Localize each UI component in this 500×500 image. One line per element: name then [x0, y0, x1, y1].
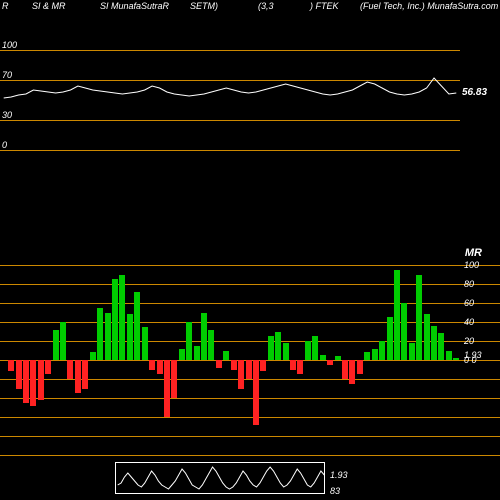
mr-bar — [349, 360, 355, 384]
mr-bar — [82, 360, 88, 389]
mr-bar — [327, 360, 333, 365]
grid-line — [0, 455, 500, 456]
mr-bar — [171, 360, 177, 398]
header-text: ) FTEK — [310, 1, 339, 11]
mr-bar — [305, 341, 311, 360]
mr-bar — [342, 360, 348, 379]
y-axis-label: 60 — [464, 298, 474, 308]
mr-bar — [30, 360, 36, 406]
mr-bar — [8, 360, 14, 371]
mr-bar — [186, 322, 192, 360]
rsi-line-chart — [0, 50, 460, 150]
mr-bar — [283, 343, 289, 360]
mr-bar — [312, 336, 318, 360]
mr-title: MR — [465, 247, 482, 259]
mr-bar — [335, 356, 341, 360]
mr-bar — [394, 270, 400, 360]
mr-bar — [431, 326, 437, 360]
summary-label: 83 — [330, 486, 340, 496]
mr-bar — [424, 314, 430, 360]
mr-bar — [387, 317, 393, 360]
chart-header: R SI & MR SI MunafaSutraR SETM) (3,3 ) FTEK (F… — [0, 0, 500, 14]
mr-bar — [260, 360, 266, 371]
header-text: (3,3 — [258, 1, 274, 11]
mr-bar — [364, 352, 370, 360]
mr-bar — [119, 275, 125, 361]
mr-bar — [297, 360, 303, 374]
mr-bar — [142, 327, 148, 360]
mr-bar — [38, 360, 44, 400]
mr-bar — [268, 336, 274, 360]
mr-bar-panel: MR100806040201.930 0 — [0, 265, 500, 455]
mr-bar — [416, 275, 422, 361]
grid-line — [0, 284, 500, 285]
mr-bar — [208, 330, 214, 360]
mr-bar — [16, 360, 22, 389]
mr-bar — [127, 314, 133, 360]
grid-line — [0, 436, 500, 437]
mr-bar — [75, 360, 81, 393]
mr-bar — [238, 360, 244, 389]
mr-bar — [53, 330, 59, 360]
mr-bar — [446, 351, 452, 361]
mr-bar — [90, 352, 96, 360]
header-text: SI MunafaSutraR — [100, 1, 169, 11]
header-text: SETM) — [190, 1, 218, 11]
mr-bar — [401, 303, 407, 360]
mr-bar — [23, 360, 29, 403]
y-axis-label: 80 — [464, 279, 474, 289]
mr-bar — [157, 360, 163, 374]
mr-bar — [438, 333, 444, 360]
summary-line-chart — [116, 463, 326, 495]
grid-line — [0, 265, 500, 266]
mr-bar — [372, 349, 378, 360]
mr-bar — [67, 360, 73, 379]
grid-line — [0, 398, 500, 399]
mr-bar — [97, 308, 103, 360]
mr-bar — [379, 341, 385, 360]
mr-bar — [246, 360, 252, 379]
summary-panel: 1.9383 — [115, 462, 325, 494]
mr-bar — [60, 322, 66, 360]
mr-bar — [164, 360, 170, 417]
grid-line — [0, 417, 500, 418]
header-text: (Fuel Tech, Inc.) MunafaSutra.com — [360, 1, 498, 11]
mr-bar — [194, 346, 200, 360]
mr-bar — [275, 332, 281, 361]
mr-bar — [179, 349, 185, 360]
mr-bar — [105, 313, 111, 361]
mr-bar — [45, 360, 51, 374]
grid-line — [0, 303, 500, 304]
grid-line — [0, 150, 460, 151]
rsi-panel: 0307010056.83 — [0, 50, 500, 150]
mr-bar — [453, 358, 459, 360]
summary-label: 1.93 — [330, 470, 348, 480]
mr-bar — [409, 343, 415, 360]
y-axis-label: 100 — [464, 260, 479, 270]
header-text: SI & MR — [32, 1, 66, 11]
rsi-current-value: 56.83 — [462, 87, 487, 98]
header-text: R — [2, 1, 9, 11]
y-axis-label: 20 — [464, 336, 474, 346]
mr-bar — [320, 355, 326, 360]
mr-bar — [223, 351, 229, 361]
mr-bar — [134, 292, 140, 360]
mr-bar — [201, 313, 207, 361]
mr-bar — [216, 360, 222, 368]
mr-bar — [231, 360, 237, 370]
mr-bar — [112, 279, 118, 360]
y-axis-label: 0 0 — [464, 355, 477, 365]
mr-bar — [149, 360, 155, 370]
mr-bar — [357, 360, 363, 374]
y-axis-label: 100 — [2, 40, 17, 50]
mr-bar — [290, 360, 296, 370]
mr-bar — [253, 360, 259, 425]
y-axis-label: 40 — [464, 317, 474, 327]
